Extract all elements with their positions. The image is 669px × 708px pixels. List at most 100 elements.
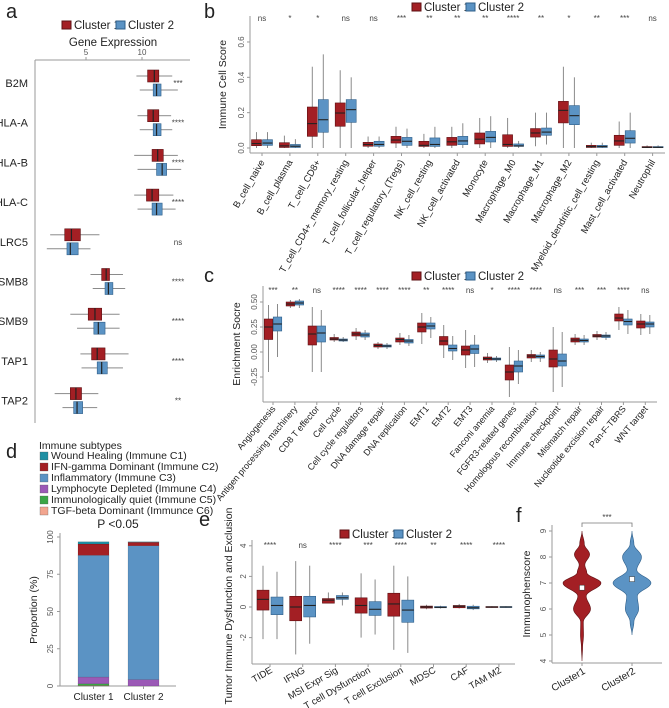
y-tick-label: 25 <box>46 644 55 653</box>
y-tick-label: 100 <box>46 530 55 544</box>
significance-label: *** <box>363 541 372 550</box>
box <box>387 565 401 650</box>
y-tick-label: 0.0 <box>237 142 246 154</box>
box <box>329 334 339 342</box>
significance-label: **** <box>617 286 629 295</box>
box <box>470 335 480 367</box>
box <box>336 592 349 606</box>
box <box>272 304 283 357</box>
box <box>139 123 173 136</box>
box <box>592 331 602 340</box>
significance-label: **** <box>329 541 341 550</box>
box <box>54 387 99 400</box>
legend-label: Cluster 2 <box>478 2 524 14</box>
significance-label: *** <box>397 14 406 23</box>
box <box>652 145 664 148</box>
gene-label: NLRC5 <box>0 237 28 249</box>
box <box>137 202 176 216</box>
box <box>137 109 172 122</box>
box-iqr <box>345 99 357 123</box>
y-tick-label: 0.6 <box>237 36 246 48</box>
box <box>351 328 361 340</box>
median-marker <box>579 584 585 591</box>
legend-swatch <box>39 462 49 472</box>
legend-title: Immune subtypes <box>39 440 122 452</box>
box <box>263 305 274 372</box>
box-iqr <box>251 139 262 147</box>
box-iqr <box>474 132 486 145</box>
y-tick-label: 0 <box>239 604 248 609</box>
y-axis-title: Immune Cell Score <box>217 40 229 129</box>
x-tick-label: 10 <box>138 48 147 57</box>
box <box>439 325 449 358</box>
significance-label: **** <box>354 286 366 295</box>
significance-label: ** <box>594 14 600 23</box>
legend-swatch <box>115 20 126 30</box>
y-tick-label: 6 <box>539 606 548 611</box>
box <box>541 112 552 145</box>
category-label: T_cell_follicular_helper <box>321 158 379 248</box>
box-iqr <box>93 321 106 335</box>
y-tick-label: 0 <box>46 683 55 688</box>
y-axis-title: Enrichment Socre <box>231 302 243 386</box>
legend-swatch <box>39 495 49 505</box>
legend-label: Immunologically quiet (Immune C5) <box>51 494 216 506</box>
box <box>373 136 385 148</box>
y-axis-title: Tumor Immune Dysfunction and Exclusion <box>223 507 235 704</box>
significance-label: **** <box>172 278 184 287</box>
significance-label: **** <box>442 286 454 295</box>
legend-label: Cluster 2 <box>128 20 174 32</box>
significance-label: ns <box>313 286 321 295</box>
significance-label: * <box>490 286 493 295</box>
significance-label: *** <box>575 286 584 295</box>
y-tick-label: 0.2 <box>237 107 246 119</box>
box <box>417 313 427 344</box>
box <box>360 330 370 340</box>
significance-label: ns <box>258 14 266 23</box>
violin <box>562 530 602 662</box>
box <box>569 77 580 148</box>
box <box>446 126 458 148</box>
legend-label: IFN-gamma Dominant (Immune C2) <box>51 461 218 473</box>
category-label: Cluster 1 <box>73 692 113 703</box>
gene-label: HLA-A <box>0 118 29 130</box>
box <box>395 333 405 345</box>
significance-label: **** <box>376 286 388 295</box>
legend-swatch <box>39 484 49 494</box>
category-label: EMT1 <box>408 404 431 429</box>
significance-label: **** <box>398 286 410 295</box>
box <box>354 573 368 638</box>
legend-label: Inflammatory (Immune C3) <box>51 472 176 484</box>
significance-label: *** <box>173 79 182 88</box>
box <box>535 352 545 362</box>
box-iqr <box>373 140 385 147</box>
box <box>614 307 624 330</box>
box <box>362 136 374 148</box>
box-iqr <box>387 592 401 617</box>
box <box>317 54 329 148</box>
box-iqr <box>64 228 81 242</box>
box <box>345 77 357 148</box>
gene-label: TAP1 <box>1 356 28 368</box>
legend: Cluster 1 Cluster 2 <box>411 2 524 14</box>
significance-label: **** <box>507 14 519 23</box>
box <box>303 565 317 644</box>
box-iqr <box>256 589 270 611</box>
box <box>334 70 346 148</box>
box <box>504 347 514 397</box>
box <box>80 347 129 361</box>
significance-label: ** <box>430 541 436 550</box>
gene-label: TAP2 <box>1 396 28 408</box>
gene-label: HLA-B <box>0 157 28 169</box>
box <box>585 142 597 148</box>
significance-label: ns <box>298 541 306 550</box>
box-iqr <box>322 598 335 604</box>
significance-label: ns <box>466 286 474 295</box>
significance-label: **** <box>508 286 520 295</box>
box <box>502 117 513 148</box>
legend-label: TGF-beta Dominant (Immunce C6) <box>51 505 213 517</box>
box-iqr <box>368 601 382 616</box>
significance-label: **** <box>172 357 184 366</box>
box <box>429 126 441 148</box>
category-label: TAM M2 <box>467 665 503 692</box>
